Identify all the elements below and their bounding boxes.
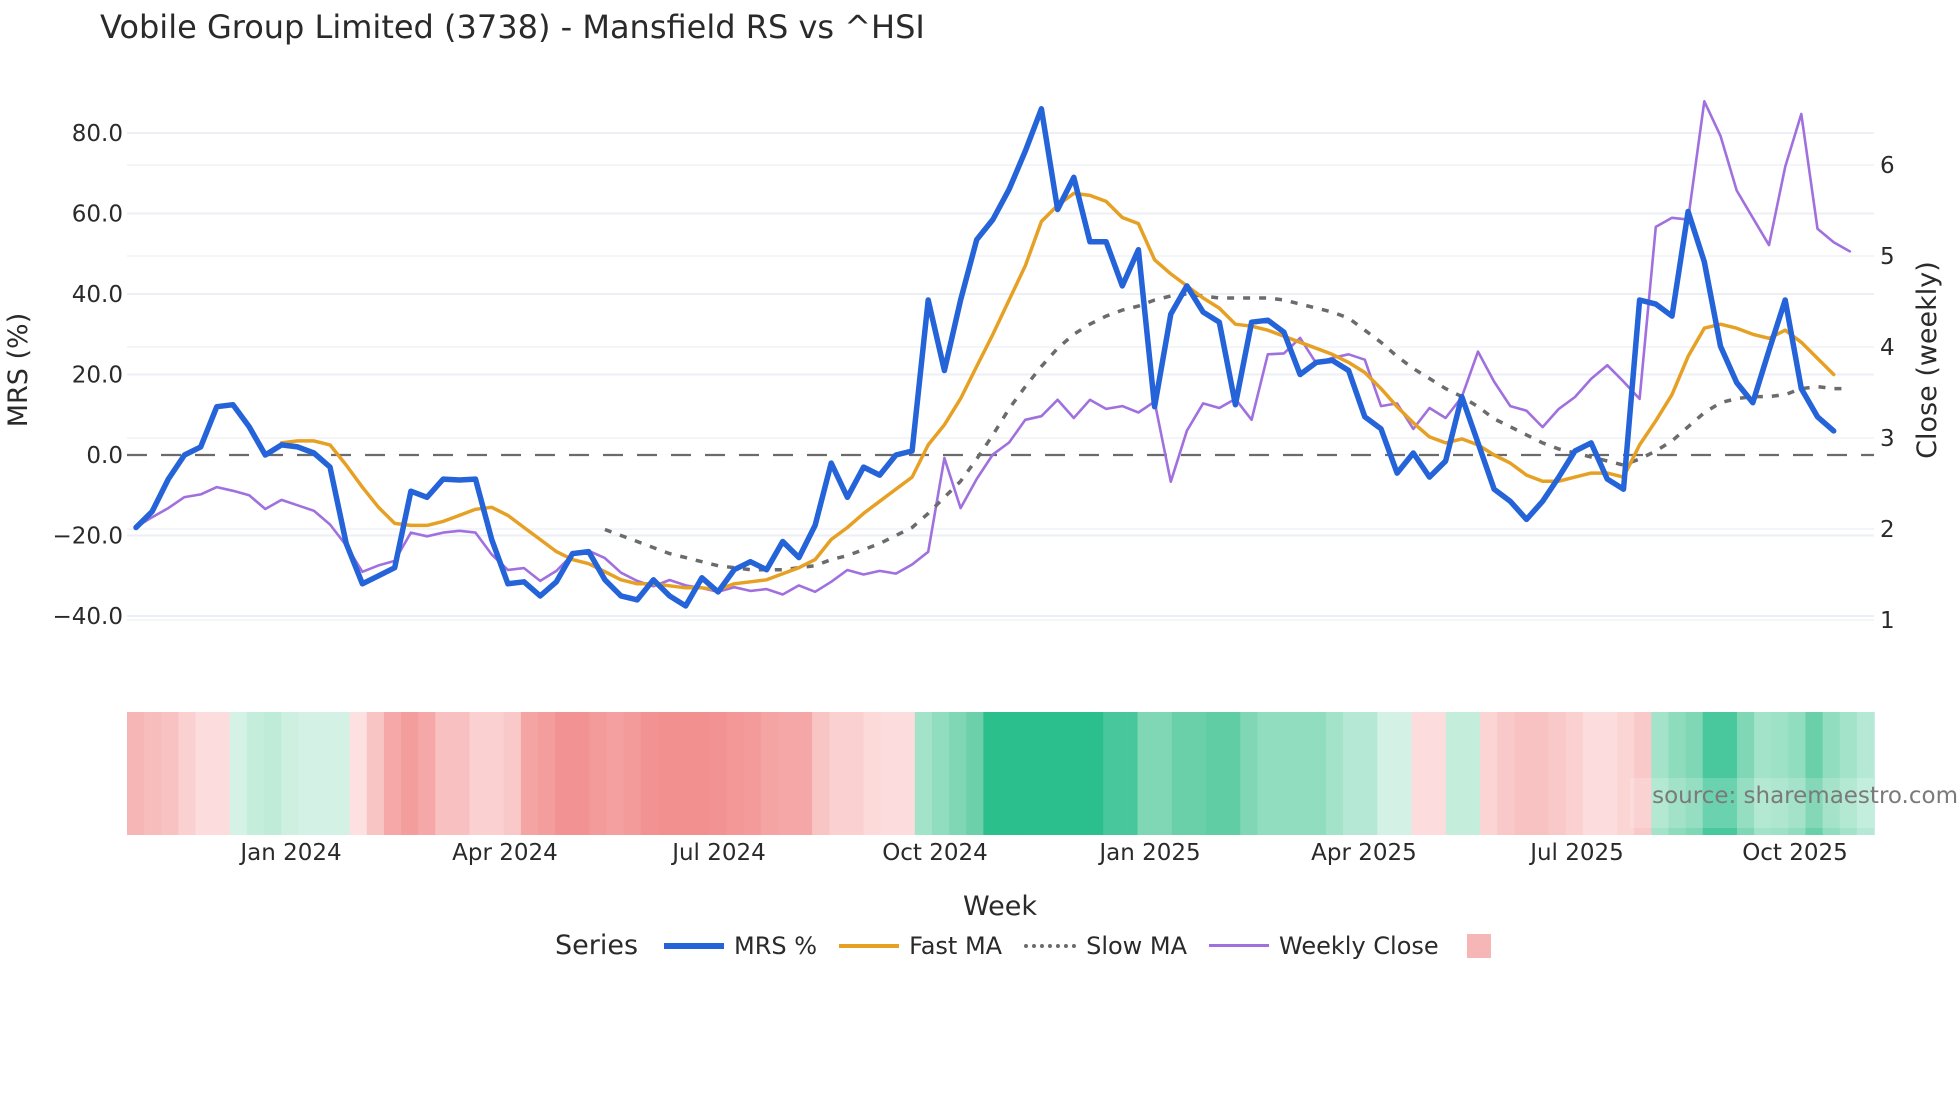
svg-text:60.0: 60.0 (72, 202, 123, 228)
dotted-swatch-icon (1024, 943, 1077, 948)
svg-text:−20.0: −20.0 (53, 524, 123, 550)
x-axis-ticks: Jan 2024 Apr 2024 Jul 2024 Oct 2024 Jan 2025… (238, 840, 1847, 866)
svg-text:Jul 2024: Jul 2024 (670, 840, 766, 866)
svg-text:Oct 2024: Oct 2024 (882, 840, 988, 866)
y-axis-right-title: Close (weekly) (1912, 261, 1943, 459)
svg-text:Apr 2024: Apr 2024 (452, 840, 558, 866)
mrs-heatmap-band (127, 712, 1875, 835)
x-axis-title: Week (963, 891, 1037, 922)
svg-text:−40.0: −40.0 (53, 604, 123, 630)
svg-text:1: 1 (1880, 608, 1895, 634)
svg-text:5: 5 (1880, 244, 1895, 270)
svg-text:Jan 2025: Jan 2025 (1097, 840, 1200, 866)
svg-text:Apr 2025: Apr 2025 (1311, 840, 1417, 866)
legend-label: Fast MA (909, 931, 1003, 960)
fast-ma-line (279, 191, 1836, 592)
legend-label: MRS % (734, 931, 818, 960)
y-axis-left-title: MRS (%) (3, 313, 34, 428)
y-axis-left-ticks: 80.0 60.0 40.0 20.0 0.0 −20.0 −40.0 (53, 121, 123, 630)
svg-text:Oct 2025: Oct 2025 (1742, 840, 1848, 866)
heat-swatch-icon (1466, 933, 1491, 958)
mrs-line (133, 106, 1837, 609)
legend-title: Series (555, 930, 639, 961)
gridlines (127, 132, 1874, 621)
svg-text:20.0: 20.0 (72, 363, 123, 389)
svg-text:40.0: 40.0 (72, 282, 123, 308)
weekly-close-line (134, 100, 1852, 596)
line-swatch-icon (1209, 944, 1270, 947)
svg-text:4: 4 (1880, 335, 1895, 361)
legend-item-weekly-close[interactable]: Weekly Close (1209, 932, 1439, 960)
chart-title: Vobile Group Limited (3738) - Mansfield … (100, 8, 925, 46)
series-lines (133, 100, 1852, 609)
svg-text:Jul 2025: Jul 2025 (1528, 840, 1624, 866)
slow-ma-line (604, 292, 1850, 572)
svg-text:6: 6 (1880, 153, 1895, 179)
legend-label: Weekly Close (1279, 931, 1439, 960)
svg-text:3: 3 (1880, 426, 1895, 452)
svg-text:2: 2 (1880, 517, 1895, 543)
legend-item-heatmap[interactable] (1461, 933, 1491, 958)
legend: Series MRS % Fast MA Slow MA Weekly Clos… (555, 930, 1513, 961)
y-axis-right-ticks: 6 5 4 3 2 1 (1880, 153, 1895, 634)
legend-item-fast-ma[interactable]: Fast MA (839, 932, 1002, 960)
source-watermark: source: sharemaestro.com (1652, 783, 1958, 809)
svg-text:Jan 2024: Jan 2024 (238, 840, 341, 866)
legend-item-slow-ma[interactable]: Slow MA (1024, 932, 1187, 960)
legend-label: Slow MA (1086, 931, 1188, 960)
line-swatch-icon (839, 943, 900, 948)
legend-item-mrs[interactable]: MRS % (664, 932, 817, 960)
svg-text:80.0: 80.0 (72, 121, 123, 147)
line-swatch-icon (664, 942, 725, 949)
svg-text:0.0: 0.0 (86, 443, 123, 469)
